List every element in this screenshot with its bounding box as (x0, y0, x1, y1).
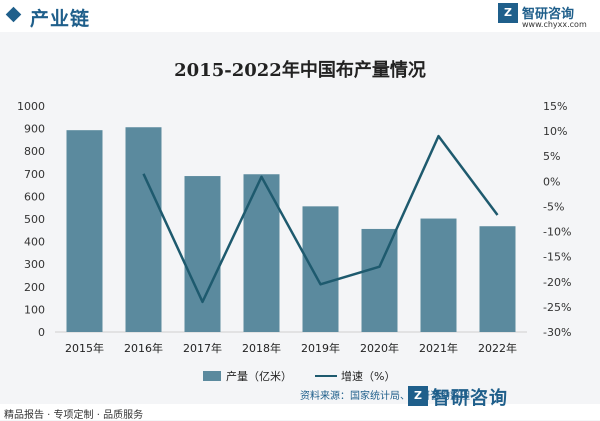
chart-legend: 产量（亿米） 增速（%） (0, 368, 600, 384)
x-tick-label: 2019年 (301, 341, 340, 355)
bar (303, 206, 339, 332)
legend-bar-label: 产量（亿米） (226, 368, 292, 384)
bar (126, 127, 162, 332)
y-left-tick-label: 700 (24, 168, 45, 181)
y-right-tick-label: -30% (543, 326, 571, 339)
y-right-tick-label: -5% (543, 200, 564, 213)
footer-logo-icon: Z (408, 386, 428, 406)
footer-slogan: 精品报告 · 专项定制 · 品质服务 (4, 406, 143, 421)
x-tick-label: 2017年 (183, 341, 222, 355)
x-tick-label: 2018年 (242, 341, 281, 355)
y-right-tick-label: -20% (543, 276, 571, 289)
y-right-tick-label: 0% (543, 175, 560, 188)
legend-line-label: 增速（%） (341, 368, 395, 384)
x-tick-label: 2020年 (360, 341, 399, 355)
y-left-tick-label: 0 (38, 326, 45, 339)
x-tick-label: 2022年 (478, 341, 517, 355)
y-left-tick-label: 600 (24, 190, 45, 203)
y-left-tick-label: 900 (24, 123, 45, 136)
y-right-tick-label: -25% (543, 301, 571, 314)
bar (362, 229, 398, 332)
y-right-tick-label: 5% (543, 150, 560, 163)
y-right-tick-label: 10% (543, 125, 567, 138)
y-left-tick-label: 100 (24, 303, 45, 316)
legend-bar-swatch (203, 371, 221, 381)
footer-brand: 智研咨询 (432, 384, 508, 410)
x-tick-label: 2015年 (65, 341, 104, 355)
y-right-tick-label: -15% (543, 251, 571, 264)
bar (480, 226, 516, 332)
y-left-tick-label: 800 (24, 145, 45, 158)
bar (67, 130, 103, 332)
y-right-tick-label: 15% (543, 100, 567, 113)
bar (185, 176, 221, 332)
y-left-tick-label: 400 (24, 236, 45, 249)
y-left-tick-label: 200 (24, 281, 45, 294)
y-left-tick-label: 300 (24, 258, 45, 271)
legend-line-swatch (315, 375, 337, 377)
x-tick-label: 2016年 (124, 341, 163, 355)
y-right-tick-label: -10% (543, 226, 571, 239)
y-left-tick-label: 500 (24, 213, 45, 226)
y-left-tick-label: 1000 (17, 100, 45, 113)
bar (421, 219, 457, 332)
x-tick-label: 2021年 (419, 341, 458, 355)
